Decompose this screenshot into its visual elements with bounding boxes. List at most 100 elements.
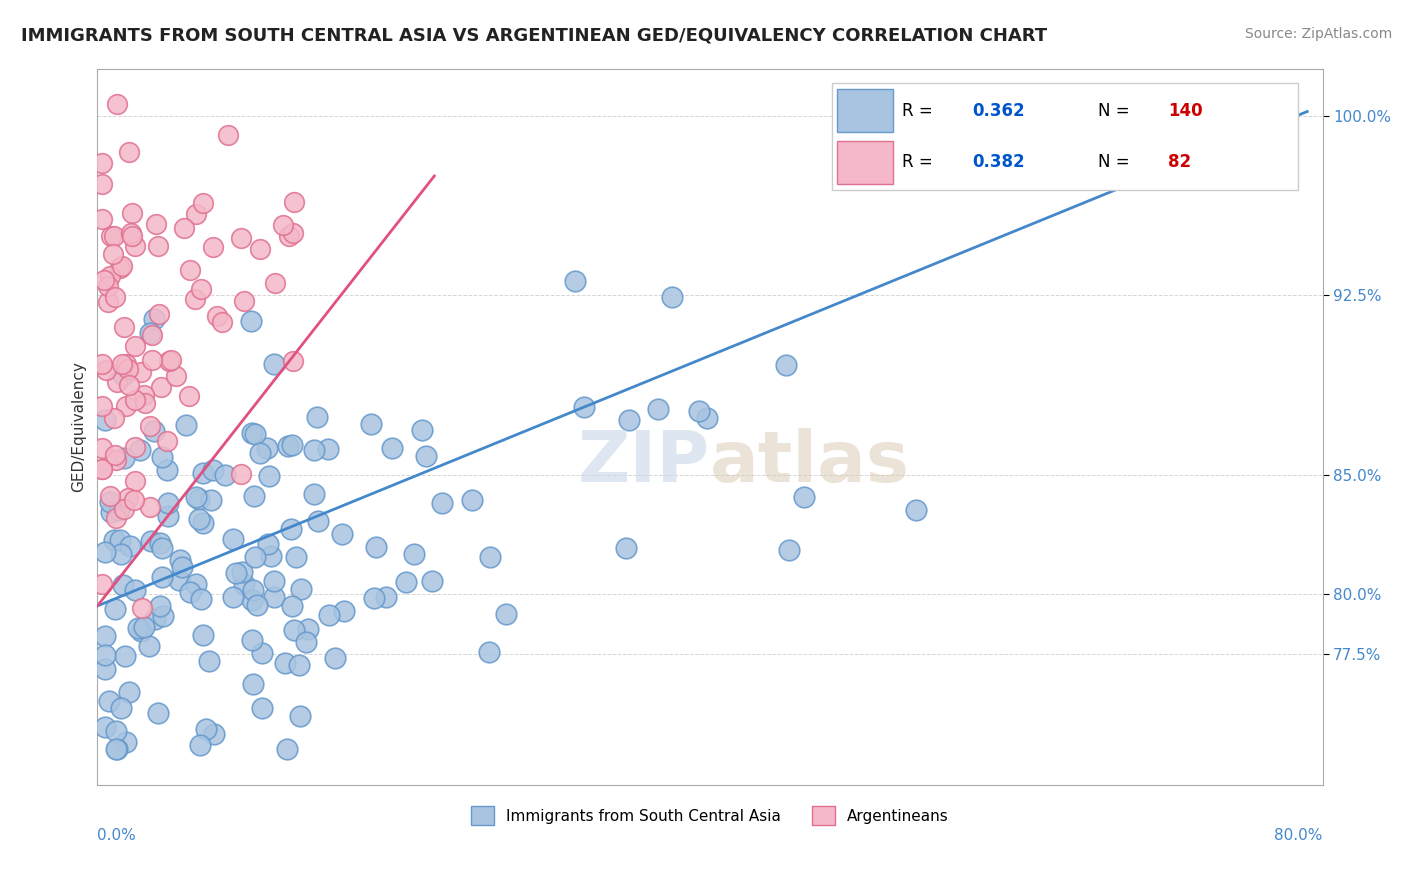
Point xyxy=(302,487,325,501)
Point xyxy=(229,231,252,245)
Point xyxy=(191,196,214,211)
Point xyxy=(360,417,382,432)
Point xyxy=(222,590,245,604)
Point xyxy=(229,467,252,481)
Point xyxy=(323,651,346,665)
Point xyxy=(249,242,271,256)
Point xyxy=(281,353,304,368)
Point xyxy=(156,434,179,448)
Point xyxy=(97,278,120,293)
Point xyxy=(134,388,156,402)
Point xyxy=(91,177,114,191)
Point xyxy=(277,438,299,452)
Point xyxy=(121,205,143,219)
Point xyxy=(132,620,155,634)
Point xyxy=(118,540,141,554)
Point xyxy=(190,282,212,296)
Point xyxy=(127,621,149,635)
Point xyxy=(242,677,264,691)
Text: 0.0%: 0.0% xyxy=(97,828,136,843)
Point xyxy=(139,326,162,340)
Point xyxy=(110,533,132,547)
Point xyxy=(117,491,139,505)
Point xyxy=(225,566,247,580)
Point xyxy=(647,402,669,417)
Point xyxy=(118,145,141,159)
Point xyxy=(381,442,404,456)
Point xyxy=(402,548,425,562)
Point xyxy=(775,358,797,372)
Point xyxy=(240,313,263,327)
Point xyxy=(478,645,501,659)
Point xyxy=(124,440,146,454)
Point xyxy=(280,522,302,536)
Point xyxy=(97,295,120,310)
Point xyxy=(105,375,128,389)
Point xyxy=(139,534,162,549)
Point xyxy=(148,307,170,321)
Point xyxy=(94,721,117,735)
Point xyxy=(152,450,174,464)
Point xyxy=(152,608,174,623)
Point xyxy=(232,576,254,591)
Point xyxy=(495,607,517,621)
Point xyxy=(250,646,273,660)
Point xyxy=(333,604,356,618)
Point xyxy=(271,218,294,232)
Point xyxy=(696,411,718,425)
Point xyxy=(156,463,179,477)
Point xyxy=(98,489,121,503)
Point xyxy=(117,361,139,376)
Point xyxy=(281,438,304,452)
Point xyxy=(111,259,134,273)
Point xyxy=(283,623,305,637)
Point xyxy=(141,328,163,343)
Point xyxy=(564,274,586,288)
Point xyxy=(243,549,266,564)
Point xyxy=(91,462,114,476)
Point xyxy=(240,425,263,440)
Point xyxy=(101,247,124,261)
Point xyxy=(263,357,285,371)
Point xyxy=(124,582,146,597)
Point xyxy=(156,496,179,510)
Point xyxy=(202,727,225,741)
Point xyxy=(191,516,214,531)
Point xyxy=(243,426,266,441)
Point xyxy=(112,319,135,334)
Point xyxy=(118,684,141,698)
Point xyxy=(316,442,339,457)
Point xyxy=(263,574,285,588)
Point xyxy=(94,545,117,559)
Point xyxy=(94,363,117,377)
Point xyxy=(110,357,132,371)
Point xyxy=(124,492,146,507)
Point xyxy=(143,425,166,439)
Point xyxy=(105,724,128,739)
Point xyxy=(778,543,800,558)
Point xyxy=(179,263,201,277)
Point xyxy=(661,290,683,304)
Point xyxy=(139,418,162,433)
Point xyxy=(214,467,236,482)
Point xyxy=(246,598,269,612)
Point xyxy=(160,353,183,368)
Point xyxy=(110,547,132,561)
Point xyxy=(149,599,172,613)
Point xyxy=(104,602,127,616)
Point xyxy=(364,540,387,554)
Point xyxy=(195,722,218,736)
Point xyxy=(574,401,596,415)
Point xyxy=(104,452,127,467)
Point xyxy=(187,512,209,526)
Point xyxy=(129,624,152,639)
Point xyxy=(190,591,212,606)
Point xyxy=(173,220,195,235)
Legend: Immigrants from South Central Asia, Argentineans: Immigrants from South Central Asia, Arge… xyxy=(465,800,955,831)
Point xyxy=(688,404,710,418)
Point xyxy=(104,510,127,524)
Point xyxy=(91,212,114,227)
Point xyxy=(415,449,437,463)
Point xyxy=(104,742,127,756)
Text: atlas: atlas xyxy=(710,428,910,497)
